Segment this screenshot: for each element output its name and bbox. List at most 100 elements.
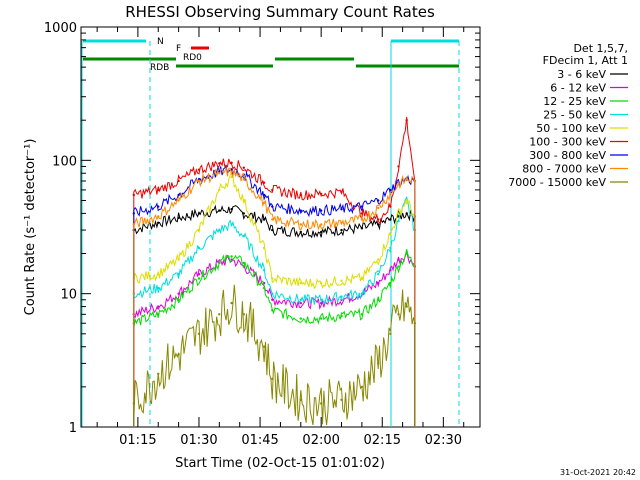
data-point: [299, 298, 302, 301]
series-6: [132, 165, 416, 427]
data-point: [262, 193, 266, 197]
data-point: [271, 205, 274, 208]
data-point: [242, 235, 245, 238]
data-point: [340, 190, 343, 194]
data-point: [320, 223, 323, 226]
data-point: [405, 199, 408, 202]
data-point: [177, 273, 180, 276]
data-point: [271, 298, 274, 301]
data-point: [320, 230, 323, 234]
data-point: [340, 398, 343, 401]
data-point: [132, 402, 135, 405]
data-point: [242, 199, 245, 202]
series-2: [132, 249, 416, 427]
series-1: [132, 249, 416, 427]
y-tick-label: 1: [69, 421, 77, 436]
status-label-rdb: RDB: [150, 63, 169, 73]
data-point: [360, 292, 364, 295]
data-point: [299, 193, 302, 197]
data-point: [230, 223, 233, 226]
data-point: [242, 178, 245, 181]
data-point: [157, 286, 160, 290]
data-point: [157, 305, 160, 308]
data-point: [218, 172, 221, 175]
data-point: [230, 208, 233, 211]
axes: 1 10 100 1000 01:15 01:30 01:45 02:00 02:15 02:30: [44, 21, 480, 448]
x-tick-label: 01:45: [241, 433, 278, 448]
data-point: [360, 212, 364, 215]
data-point: [157, 205, 160, 208]
data-point: [320, 281, 323, 285]
data-point: [299, 317, 302, 320]
series-line: [133, 195, 416, 427]
series-7: [132, 167, 416, 427]
data-point: [377, 258, 380, 261]
data-point: [262, 218, 266, 221]
series-3: [132, 195, 416, 427]
data-point: [299, 301, 302, 305]
data-point: [377, 218, 380, 221]
data-point: [340, 228, 343, 232]
legend-label: 25 - 50 keV: [543, 109, 606, 122]
data-point: [389, 205, 392, 208]
data-point: [340, 295, 343, 298]
data-point: [397, 265, 400, 268]
data-point: [230, 170, 233, 173]
data-point: [299, 230, 302, 234]
data-point: [377, 206, 380, 210]
series-line: [133, 167, 416, 427]
data-point: [360, 218, 364, 221]
series-line: [133, 284, 416, 427]
y-tick-label: 100: [52, 154, 77, 169]
data-point: [397, 313, 400, 316]
data-point: [157, 313, 160, 316]
data-point: [218, 162, 221, 165]
data-point: [340, 314, 343, 318]
data-point: [397, 165, 400, 168]
legend-label: 3 - 6 keV: [557, 68, 606, 81]
data-point: [320, 209, 323, 212]
data-point: [320, 317, 323, 320]
data-point: [262, 201, 266, 204]
data-point: [377, 199, 380, 202]
data-point: [271, 218, 274, 221]
data-point: [197, 228, 201, 232]
legend-header-2: FDecim 1, Att 1: [543, 54, 628, 67]
data-point: [157, 188, 160, 192]
data-point: [242, 313, 245, 316]
y-axis-label: Count Rate (s⁻¹ detector⁻¹): [23, 139, 38, 316]
data-point: [218, 261, 221, 265]
data-point: [320, 301, 323, 305]
plot-frame: [80, 26, 481, 428]
status-label-n: N: [157, 37, 164, 47]
x-tick-label: 02:30: [425, 433, 462, 448]
y-tick-label: 1000: [44, 21, 77, 36]
data-point: [271, 277, 274, 280]
x-tick-label: 01:30: [180, 433, 217, 448]
data-point: [132, 193, 135, 197]
data-point: [377, 223, 380, 226]
data-point: [262, 345, 266, 348]
data-point: [389, 188, 392, 192]
data-point: [271, 292, 274, 295]
data-point: [262, 181, 266, 184]
data-point: [177, 179, 180, 183]
legend-label: 6 - 12 keV: [550, 82, 606, 95]
data-point: [262, 286, 266, 290]
data-point: [242, 212, 245, 215]
data-point: [377, 362, 380, 365]
data-point: [360, 277, 364, 280]
data-point: [389, 192, 392, 196]
legend-label: 100 - 300 keV: [529, 136, 606, 149]
x-axis-label: Start Time (02-Oct-15 01:01:02): [175, 456, 385, 471]
data-point: [377, 273, 380, 276]
data-point: [340, 221, 343, 224]
legend-label: 7000 - 15000 keV: [508, 176, 606, 189]
data-point: [177, 298, 180, 301]
data-point: [360, 205, 364, 208]
data-point: [320, 298, 323, 301]
data-point: [397, 258, 400, 261]
data-point: [230, 301, 233, 305]
data-point: [271, 228, 274, 232]
